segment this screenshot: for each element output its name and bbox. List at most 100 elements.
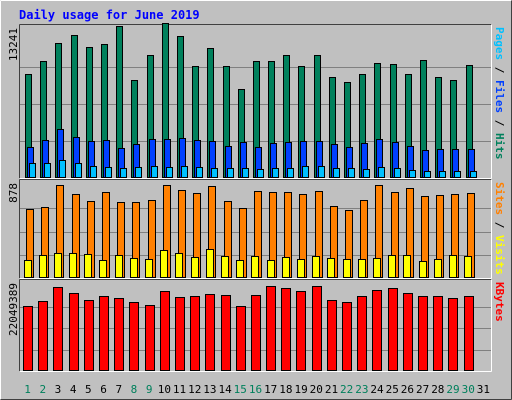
bar-kbytes-day-18 bbox=[281, 288, 291, 371]
bar-pages-day-11 bbox=[181, 166, 188, 178]
bar-visits-day-10 bbox=[160, 250, 168, 278]
bar-pages-day-12 bbox=[196, 167, 203, 178]
bar-pages-day-5 bbox=[90, 166, 97, 178]
bar-visits-day-4 bbox=[69, 253, 77, 278]
x-label-day-11: 11 bbox=[173, 383, 186, 396]
x-label-day-9: 9 bbox=[146, 383, 153, 396]
bar-pages-day-16 bbox=[257, 169, 264, 178]
bar-kbytes-day-13 bbox=[205, 294, 215, 371]
x-label-day-13: 13 bbox=[203, 383, 216, 396]
x-label-day-18: 18 bbox=[279, 383, 292, 396]
bar-pages-day-15 bbox=[242, 168, 249, 178]
bar-kbytes-day-24 bbox=[372, 290, 382, 371]
bar-pages-day-9 bbox=[151, 166, 158, 178]
bar-kbytes-day-20 bbox=[312, 286, 322, 371]
x-label-day-27: 27 bbox=[416, 383, 429, 396]
bar-kbytes-day-19 bbox=[296, 291, 306, 371]
bar-kbytes-day-5 bbox=[84, 300, 94, 371]
bar-kbytes-day-14 bbox=[221, 295, 231, 371]
bar-kbytes-day-8 bbox=[129, 302, 139, 371]
legend-bot-part: KBytes bbox=[493, 282, 506, 322]
bar-kbytes-day-28 bbox=[433, 296, 443, 371]
bar-pages-day-23 bbox=[363, 169, 370, 178]
bar-kbytes-day-26 bbox=[403, 293, 413, 371]
x-label-day-5: 5 bbox=[85, 383, 92, 396]
panel-top-ymax-label: 13241 bbox=[7, 28, 20, 61]
panel-bot-ymax-label: 22049389 bbox=[7, 283, 20, 336]
bar-pages-day-29 bbox=[454, 171, 461, 178]
chart-title: Daily usage for June 2019 bbox=[19, 8, 200, 22]
bar-kbytes-day-2 bbox=[38, 301, 48, 371]
bar-kbytes-day-12 bbox=[190, 296, 200, 371]
bar-kbytes-day-11 bbox=[175, 297, 185, 371]
bar-visits-day-11 bbox=[175, 253, 183, 278]
bar-visits-day-15 bbox=[236, 260, 244, 278]
bar-visits-day-30 bbox=[464, 256, 472, 278]
bar-visits-day-18 bbox=[282, 257, 290, 278]
bar-pages-day-25 bbox=[394, 168, 401, 178]
bar-pages-day-6 bbox=[105, 167, 112, 178]
bar-pages-day-8 bbox=[135, 167, 142, 178]
bar-visits-day-6 bbox=[99, 260, 107, 278]
bar-pages-day-4 bbox=[75, 163, 82, 178]
bar-visits-day-9 bbox=[145, 259, 153, 278]
bar-pages-day-18 bbox=[287, 168, 294, 178]
bar-kbytes-day-6 bbox=[99, 296, 109, 371]
legend-top: Pages / Files / Hits bbox=[493, 27, 506, 160]
x-label-day-24: 24 bbox=[370, 383, 384, 396]
bar-pages-day-30 bbox=[470, 171, 477, 178]
x-label-day-20: 20 bbox=[310, 383, 323, 396]
x-label-day-2: 2 bbox=[39, 383, 46, 396]
bar-pages-day-3 bbox=[59, 160, 66, 178]
x-label-day-23: 23 bbox=[355, 383, 368, 396]
legends: Pages / Files / Hits Sites / Visits KBytes bbox=[493, 27, 506, 322]
legend-top-part: Pages bbox=[493, 27, 506, 60]
x-label-day-19: 19 bbox=[294, 383, 307, 396]
bar-visits-day-14 bbox=[221, 256, 229, 278]
bar-kbytes-day-10 bbox=[160, 291, 170, 371]
bar-pages-day-24 bbox=[378, 167, 385, 178]
bar-kbytes-day-9 bbox=[145, 305, 155, 371]
legend-top-part: / bbox=[493, 60, 506, 80]
bar-pages-day-17 bbox=[272, 168, 279, 178]
bar-visits-day-22 bbox=[343, 259, 351, 278]
bar-visits-day-24 bbox=[373, 258, 381, 278]
bar-kbytes-day-7 bbox=[114, 298, 124, 371]
bar-kbytes-day-3 bbox=[53, 287, 63, 371]
bar-visits-day-25 bbox=[388, 255, 396, 278]
bar-visits-day-23 bbox=[358, 259, 366, 278]
bar-kbytes-day-15 bbox=[236, 306, 246, 371]
x-label-day-3: 3 bbox=[55, 383, 62, 396]
y-axis-labels: 13241 878 22049389 bbox=[7, 28, 20, 336]
x-label-day-29: 29 bbox=[446, 383, 459, 396]
bar-visits-day-19 bbox=[297, 259, 305, 278]
x-axis-day-labels: 1 2 3 4 5 6 7 8 9 10 11 12 13 14 15 16 17 18 19 20 21 22 23 24 2… bbox=[24, 383, 490, 396]
x-label-day-10: 10 bbox=[158, 383, 171, 396]
bar-pages-day-20 bbox=[318, 166, 325, 178]
legend-bot: KBytes bbox=[493, 282, 506, 322]
bar-kbytes-day-22 bbox=[342, 302, 352, 371]
bars bbox=[23, 23, 477, 371]
bar-kbytes-day-27 bbox=[418, 296, 428, 371]
bar-kbytes-day-16 bbox=[251, 295, 261, 371]
x-label-day-8: 8 bbox=[131, 383, 138, 396]
bar-kbytes-day-29 bbox=[448, 298, 458, 371]
x-label-day-14: 14 bbox=[218, 383, 232, 396]
x-label-day-4: 4 bbox=[70, 383, 77, 396]
x-label-day-6: 6 bbox=[100, 383, 107, 396]
bar-kbytes-day-21 bbox=[327, 300, 337, 371]
x-label-day-31: 31 bbox=[477, 383, 490, 396]
bar-pages-day-13 bbox=[211, 168, 218, 178]
bar-visits-day-28 bbox=[434, 259, 442, 278]
bar-pages-day-1 bbox=[29, 163, 36, 178]
x-label-day-7: 7 bbox=[115, 383, 122, 396]
bar-pages-day-28 bbox=[439, 171, 446, 178]
bar-pages-day-22 bbox=[348, 168, 355, 178]
x-label-day-16: 16 bbox=[249, 383, 262, 396]
legend-mid-part: Sites bbox=[493, 182, 506, 215]
x-label-day-21: 21 bbox=[325, 383, 338, 396]
bar-pages-day-10 bbox=[166, 167, 173, 178]
x-label-day-26: 26 bbox=[401, 383, 414, 396]
bar-pages-day-26 bbox=[409, 170, 416, 178]
